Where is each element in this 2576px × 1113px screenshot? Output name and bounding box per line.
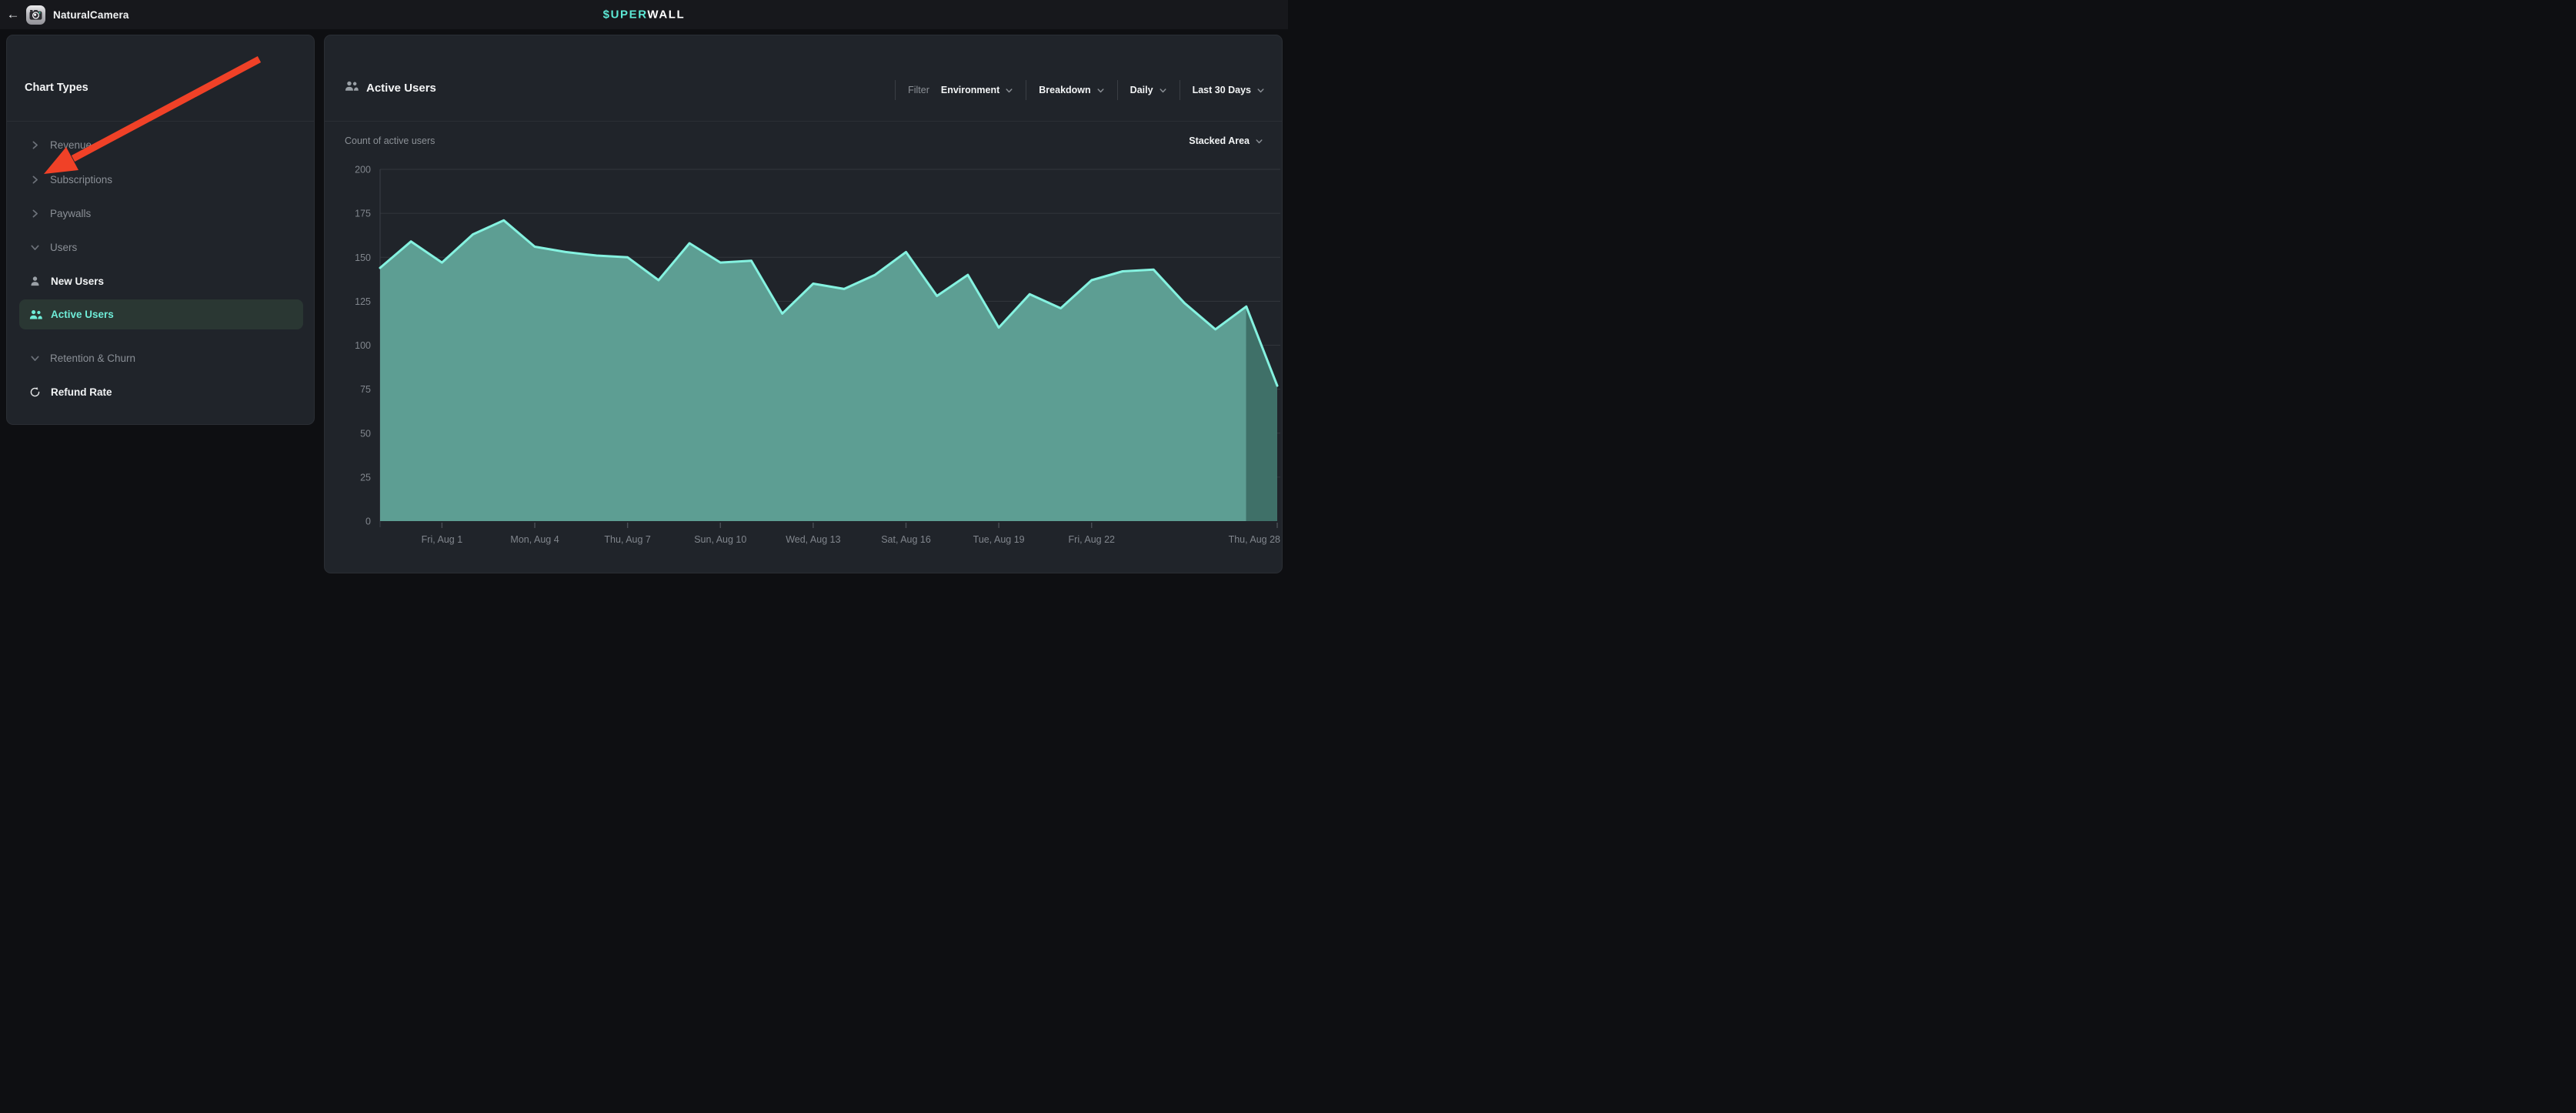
chart-types-sidebar: Chart Types Revenue Subscriptions Paywal… <box>6 35 315 425</box>
person-icon <box>29 276 44 287</box>
chevron-down-icon <box>30 242 41 252</box>
chevron-down-icon <box>30 353 41 363</box>
chevron-right-icon <box>30 140 41 150</box>
chevron-down-icon <box>1159 86 1167 95</box>
sidebar-item-label: Refund Rate <box>51 386 112 398</box>
chevron-right-icon <box>30 209 41 219</box>
svg-text:100: 100 <box>355 340 371 351</box>
top-bar: ← NaturalCamera $UPERWALL <box>0 0 1288 29</box>
sidebar-item-label: Active Users <box>51 309 114 320</box>
sidebar-group-label: Subscriptions <box>50 174 112 186</box>
svg-text:25: 25 <box>360 472 371 483</box>
svg-text:Mon, Aug 4: Mon, Aug 4 <box>510 534 559 545</box>
environment-filter-dropdown[interactable]: Filter Environment <box>908 85 1013 95</box>
sidebar-group-revenue[interactable]: Revenue <box>7 131 314 159</box>
sidebar-group-label: Users <box>50 242 77 253</box>
breakdown-value: Breakdown <box>1039 85 1090 95</box>
sidebar-group-label: Retention & Churn <box>50 353 135 364</box>
chevron-right-icon <box>30 175 41 185</box>
sidebar-item-active-users-selected[interactable]: Active Users <box>19 299 303 329</box>
refresh-icon <box>29 386 44 398</box>
svg-text:Tue, Aug 19: Tue, Aug 19 <box>973 534 1025 545</box>
sidebar-title: Chart Types <box>25 82 88 94</box>
sidebar-divider <box>7 121 314 122</box>
camera-glyph <box>29 9 42 20</box>
chevron-down-icon <box>1096 86 1105 95</box>
logo-white-part: WALL <box>647 8 685 22</box>
svg-text:75: 75 <box>360 384 371 395</box>
sidebar-group-retention-churn[interactable]: Retention & Churn <box>7 344 314 372</box>
svg-text:200: 200 <box>355 165 371 175</box>
panel-title: Active Users <box>366 82 436 95</box>
sidebar-group-subscriptions[interactable]: Subscriptions <box>7 165 314 193</box>
svg-text:Sun, Aug 10: Sun, Aug 10 <box>694 534 746 545</box>
filter-divider <box>1117 80 1118 100</box>
svg-text:175: 175 <box>355 209 371 219</box>
environment-value: Environment <box>941 85 999 95</box>
logo-teal-part: $UPER <box>603 8 648 22</box>
sidebar-group-users[interactable]: Users <box>7 233 314 261</box>
panel-header: Active Users Filter Environment Breakdow… <box>325 35 1282 121</box>
sidebar-group-label: Revenue <box>50 139 92 151</box>
app-name: NaturalCamera <box>53 9 129 21</box>
filter-divider <box>895 80 896 100</box>
svg-text:0: 0 <box>365 516 371 527</box>
svg-text:Wed, Aug 13: Wed, Aug 13 <box>786 534 840 545</box>
people-icon <box>29 309 44 320</box>
svg-text:125: 125 <box>355 296 371 307</box>
svg-text:150: 150 <box>355 252 371 263</box>
sidebar-group-label: Paywalls <box>50 208 91 219</box>
date-range-dropdown[interactable]: Last 30 Days <box>1193 85 1265 95</box>
people-icon <box>345 80 359 95</box>
back-button[interactable]: ← <box>0 7 26 22</box>
active-users-area-chart: 0 25 50 75 100 125 150 175 200 Fri, Aug 1 Mon, Aug… <box>325 121 1282 573</box>
granularity-dropdown[interactable]: Daily <box>1130 85 1167 95</box>
active-users-panel: Active Users Filter Environment Breakdow… <box>324 35 1283 573</box>
svg-text:Sat, Aug 16: Sat, Aug 16 <box>881 534 931 545</box>
svg-text:Thu, Aug 7: Thu, Aug 7 <box>604 534 651 545</box>
svg-text:Fri, Aug 22: Fri, Aug 22 <box>1069 534 1115 545</box>
app-icon-camera <box>26 5 45 25</box>
sidebar-item-label: New Users <box>51 276 104 287</box>
sidebar-group-paywalls[interactable]: Paywalls <box>7 199 314 227</box>
svg-text:Thu, Aug 28: Thu, Aug 28 <box>1229 534 1280 545</box>
breakdown-dropdown[interactable]: Breakdown <box>1039 85 1104 95</box>
filter-label: Filter <box>908 85 929 95</box>
svg-text:50: 50 <box>360 428 371 439</box>
sidebar-item-new-users[interactable]: New Users <box>7 267 314 295</box>
chevron-down-icon <box>1005 86 1013 95</box>
date-range-value: Last 30 Days <box>1193 85 1251 95</box>
superwall-logo: $UPERWALL <box>603 8 686 22</box>
chevron-down-icon <box>1256 86 1265 95</box>
sidebar-item-refund-rate[interactable]: Refund Rate <box>7 378 314 406</box>
filter-bar: Filter Environment Breakdown Daily Last … <box>883 80 1265 100</box>
granularity-value: Daily <box>1130 85 1153 95</box>
svg-text:Fri, Aug 1: Fri, Aug 1 <box>422 534 463 545</box>
